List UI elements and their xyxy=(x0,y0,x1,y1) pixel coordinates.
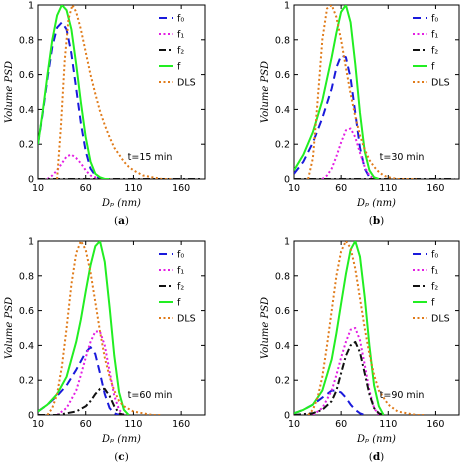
x-tick-label: 60 xyxy=(335,183,347,194)
chart-panel-d: 10 60 110 160 0 0.2 0.4 0.6 0.8 1 f₀ f₁ f₂ f DLS t=90 m… xyxy=(260,237,460,463)
subfigure-label: (d) xyxy=(369,451,385,463)
legend-label-f1: f₁ xyxy=(431,266,438,277)
series-f2-line xyxy=(38,387,125,415)
time-annotation: t=60 min xyxy=(128,390,173,401)
y-axis-label: Volume PSD xyxy=(260,297,271,359)
y-tick-label: 0 xyxy=(284,411,290,422)
y-tick-label: 0.2 xyxy=(19,140,34,151)
legend-label-f2: f₂ xyxy=(177,282,184,293)
legend-label-DLS: DLS xyxy=(177,314,196,325)
y-tick-label: 0.6 xyxy=(275,70,290,81)
y-tick-label: 0.8 xyxy=(19,35,34,46)
y-tick-label: 1 xyxy=(28,237,34,248)
chart-panel-a: 10 60 110 160 0 0.2 0.4 0.6 0.8 1 f₀ f₁ f₂ f DLS t=15 m… xyxy=(4,1,206,227)
legend-label-f0: f₀ xyxy=(177,14,184,25)
x-axis-label: Dₚ (nm) xyxy=(356,198,396,209)
y-tick-label: 0.4 xyxy=(275,105,290,116)
time-annotation: t=90 min xyxy=(380,390,425,401)
y-tick-label: 0 xyxy=(28,175,34,186)
plot-frame xyxy=(293,240,460,416)
time-annotation: t=30 min xyxy=(380,152,425,163)
x-tick-label: 110 xyxy=(124,419,142,430)
legend-label-f2: f₂ xyxy=(431,46,438,57)
series-f-line xyxy=(38,5,110,179)
x-tick-label: 110 xyxy=(379,183,397,194)
legend-label-f2: f₂ xyxy=(431,282,438,293)
x-axis-label: Dₚ (nm) xyxy=(101,198,141,209)
x-tick-label: 60 xyxy=(335,419,347,430)
legend-label-DLS: DLS xyxy=(177,78,196,89)
series-f0-line xyxy=(38,346,120,415)
y-tick-label: 0.2 xyxy=(275,376,290,387)
chart-panel-c: 10 60 110 160 0 0.2 0.4 0.6 0.8 1 f₀ f₁ f₂ f DLS t=60 m… xyxy=(4,237,206,463)
series-f-line xyxy=(294,241,385,415)
series-f2-line xyxy=(294,340,384,415)
x-tick-label: 160 xyxy=(172,419,190,430)
y-tick-label: 1 xyxy=(284,1,290,12)
x-tick-label: 160 xyxy=(426,419,444,430)
x-tick-label: 10 xyxy=(32,419,44,430)
y-axis-label: Volume PSD xyxy=(4,297,15,359)
y-tick-label: 0.8 xyxy=(19,271,34,282)
legend-label-DLS: DLS xyxy=(431,78,450,89)
x-tick-label: 160 xyxy=(426,183,444,194)
legend-label-f2: f₂ xyxy=(177,46,184,57)
legend-label-DLS: DLS xyxy=(431,314,450,325)
y-tick-label: 0.8 xyxy=(275,35,290,46)
y-tick-label: 0.4 xyxy=(275,341,290,352)
x-tick-label: 10 xyxy=(288,183,300,194)
y-tick-label: 0.8 xyxy=(275,271,290,282)
legend-label-f: f xyxy=(431,62,435,73)
y-axis-label: Volume PSD xyxy=(260,61,271,123)
series-DLS-line xyxy=(46,241,163,415)
series-DLS-line xyxy=(56,5,172,179)
series-f-line xyxy=(294,5,380,179)
legend-label-f: f xyxy=(177,62,181,73)
y-tick-label: 0.2 xyxy=(275,140,290,151)
x-tick-label: 110 xyxy=(379,419,397,430)
series-f1-line xyxy=(312,327,380,415)
y-tick-label: 0 xyxy=(28,411,34,422)
time-annotation: t=15 min xyxy=(128,152,173,163)
x-tick-label: 60 xyxy=(80,183,92,194)
x-tick-label: 60 xyxy=(80,419,92,430)
y-axis-label: Volume PSD xyxy=(4,61,15,123)
series-f-line xyxy=(38,241,130,415)
y-tick-label: 1 xyxy=(28,1,34,12)
legend-label-f0: f₀ xyxy=(431,250,438,261)
x-axis-label: Dₚ (nm) xyxy=(101,434,141,445)
legend-label-f: f xyxy=(177,298,181,309)
series-f1-line xyxy=(56,330,125,415)
legend-label-f: f xyxy=(431,298,435,309)
legend-label-f0: f₀ xyxy=(177,250,184,261)
legend-label-f1: f₁ xyxy=(431,30,438,41)
y-tick-label: 0.6 xyxy=(19,70,34,81)
y-tick-label: 0.2 xyxy=(19,376,34,387)
legend-label-f1: f₁ xyxy=(177,266,184,277)
plot-frame xyxy=(37,4,206,180)
series-f1-line xyxy=(46,153,105,179)
x-tick-label: 10 xyxy=(288,419,300,430)
x-tick-label: 160 xyxy=(172,183,190,194)
x-axis-label: Dₚ (nm) xyxy=(356,434,396,445)
y-tick-label: 0.6 xyxy=(275,306,290,317)
subfigure-label: (b) xyxy=(369,215,385,227)
x-tick-label: 10 xyxy=(32,183,44,194)
y-tick-label: 0 xyxy=(284,175,290,186)
legend-label-f1: f₁ xyxy=(177,30,184,41)
y-tick-label: 0.4 xyxy=(19,105,34,116)
y-tick-label: 0.4 xyxy=(19,341,34,352)
y-tick-label: 0.6 xyxy=(19,306,34,317)
chart-panel-b: 10 60 110 160 0 0.2 0.4 0.6 0.8 1 f₀ f₁ f₂ f DLS t=30 m… xyxy=(260,1,460,227)
subfigure-label: (c) xyxy=(114,451,129,463)
x-tick-label: 110 xyxy=(124,183,142,194)
subfigure-label: (a) xyxy=(114,215,129,227)
legend-label-f0: f₀ xyxy=(431,14,438,25)
y-tick-label: 1 xyxy=(284,237,290,248)
series-f0-line xyxy=(38,21,105,179)
